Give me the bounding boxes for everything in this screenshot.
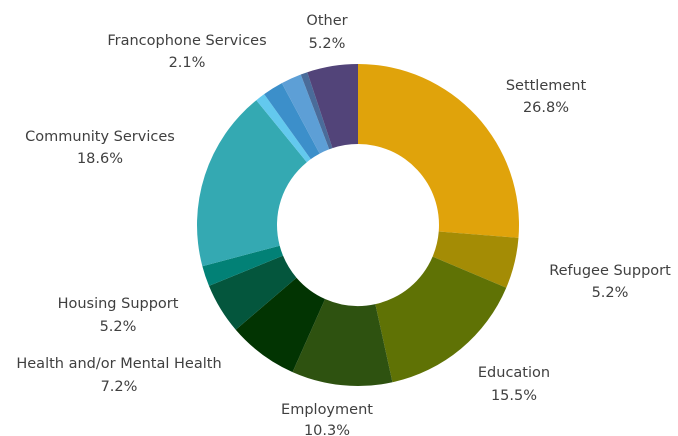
value-label-other: 5.2% <box>309 36 346 52</box>
slice-refugee-support <box>432 231 519 288</box>
slice-housing-support <box>208 255 297 330</box>
slice-segment-8 <box>256 94 311 163</box>
category-label-francophone-services: Francophone Services <box>107 33 266 49</box>
slice-health-and-or-mental-health <box>235 277 326 373</box>
category-label-education: Education <box>478 365 550 381</box>
slices <box>197 64 519 386</box>
value-label-francophone-services: 2.1% <box>169 55 206 71</box>
slice-segment-9 <box>264 83 320 160</box>
value-label-community-services: 18.6% <box>77 151 123 167</box>
slice-employment <box>292 298 393 386</box>
value-label-health-and-or-mental-health: 7.2% <box>101 379 138 395</box>
value-label-education: 15.5% <box>491 388 537 404</box>
category-label-other: Other <box>306 13 347 29</box>
slice-labels: Settlement 26.8% Refugee Support 5.2% Educat… <box>16 13 671 436</box>
slice-settlement <box>358 64 519 238</box>
slice-segment-11 <box>300 72 333 150</box>
category-label-housing-support: Housing Support <box>58 296 179 312</box>
category-label-settlement: Settlement <box>506 78 587 94</box>
value-label-settlement: 26.8% <box>523 100 569 116</box>
value-label-housing-support: 5.2% <box>100 319 137 335</box>
slice-community-services <box>197 100 307 267</box>
slice-education <box>375 256 507 383</box>
slice-other <box>307 64 358 149</box>
slice-francophone-services <box>281 74 330 154</box>
category-label-health-and-or-mental-health: Health and/or Mental Health <box>16 356 221 372</box>
value-label-employment: 10.3% <box>304 423 350 436</box>
value-label-refugee-support: 5.2% <box>592 285 629 301</box>
slice-segment-6 <box>202 245 284 286</box>
category-label-employment: Employment <box>281 402 373 418</box>
category-label-community-services: Community Services <box>25 129 175 145</box>
category-label-refugee-support: Refugee Support <box>549 263 671 279</box>
